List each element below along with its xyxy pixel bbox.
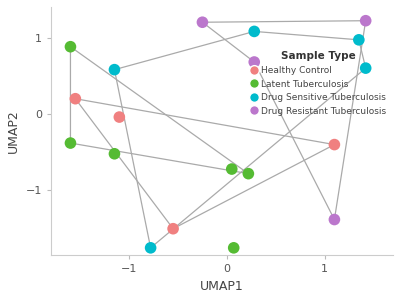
X-axis label: UMAP1: UMAP1: [200, 280, 244, 293]
Point: [331, 217, 338, 222]
Legend: Healthy Control, Latent Tuberculosis, Drug Sensitive Tuberculosis, Drug Resistan: Healthy Control, Latent Tuberculosis, Dr…: [249, 49, 388, 119]
Point: [228, 167, 235, 172]
Point: [116, 115, 122, 119]
Point: [245, 171, 252, 176]
Point: [331, 142, 338, 147]
Point: [148, 245, 154, 250]
Point: [230, 245, 237, 250]
Point: [67, 141, 74, 146]
Point: [356, 38, 362, 42]
Point: [362, 18, 369, 23]
Point: [199, 20, 206, 25]
Point: [170, 226, 176, 231]
Point: [111, 152, 118, 156]
Point: [251, 60, 258, 64]
Y-axis label: UMAP2: UMAP2: [7, 109, 20, 153]
Point: [251, 29, 258, 34]
Point: [72, 96, 78, 101]
Point: [111, 67, 118, 72]
Point: [67, 44, 74, 49]
Point: [362, 66, 369, 70]
